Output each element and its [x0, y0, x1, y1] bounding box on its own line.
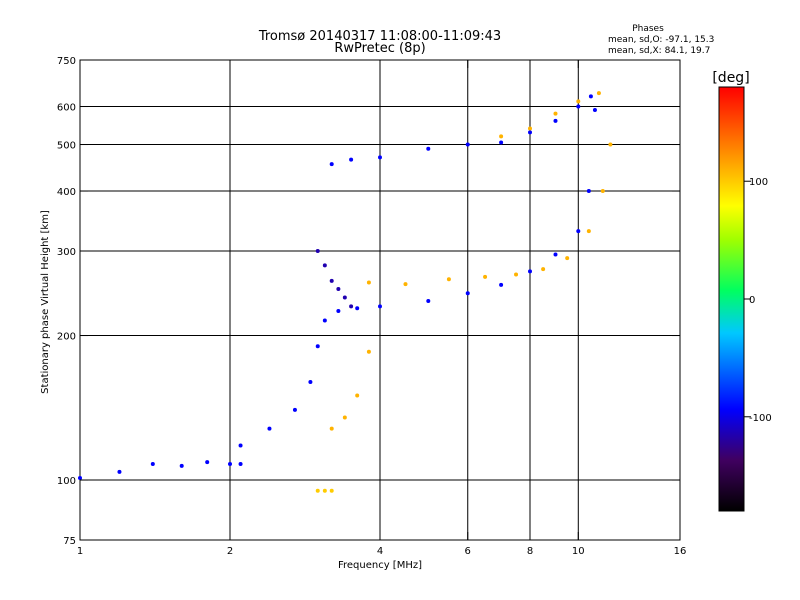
- x-tick-label: 1: [77, 546, 83, 557]
- y-tick-label: 750: [57, 56, 76, 67]
- y-axis-label: Stationary phase Virtual Height [km]: [40, 210, 51, 394]
- data-point: [592, 108, 597, 113]
- colorbar-tick-label: 100: [749, 177, 768, 188]
- x-axis-ticks: 1 2 4 6 8 10 16: [77, 60, 687, 557]
- chart-title: Tromsø 20140317 11:08:00-11:09:43: [258, 29, 501, 44]
- data-point: [355, 393, 360, 398]
- y-tick-label: 75: [63, 536, 76, 547]
- data-point: [329, 278, 334, 283]
- data-point: [179, 463, 184, 468]
- y-axis-ticks: 75 100 200 300 400 500 600 750: [57, 56, 680, 547]
- data-point: [355, 306, 360, 311]
- colorbar-tick-label: 0: [749, 295, 755, 306]
- x-tick-label: 16: [674, 546, 687, 557]
- stats-header: Phases: [632, 24, 664, 34]
- colorbar: [deg] 100 0 -100: [712, 70, 772, 512]
- data-point: [553, 118, 558, 123]
- data-point: [342, 415, 347, 420]
- data-point: [366, 349, 371, 354]
- data-point: [267, 426, 272, 431]
- data-point: [541, 267, 546, 272]
- data-point: [553, 252, 558, 257]
- data-point: [315, 249, 320, 254]
- data-point: [553, 111, 558, 116]
- colorbar-label: [deg]: [712, 70, 749, 86]
- data-point: [499, 134, 504, 139]
- data-point: [238, 461, 243, 466]
- data-point: [514, 272, 519, 277]
- data-point: [378, 155, 382, 160]
- data-point: [349, 304, 354, 309]
- data-point: [403, 282, 408, 287]
- data-point: [150, 461, 155, 466]
- y-tick-label: 600: [57, 103, 76, 114]
- data-point: [322, 318, 327, 323]
- data-point: [426, 299, 431, 304]
- data-point: [576, 229, 581, 234]
- x-tick-label: 4: [377, 546, 383, 557]
- data-point: [596, 91, 601, 96]
- data-point: [322, 488, 327, 493]
- data-point: [329, 426, 334, 431]
- y-tick-label: 500: [57, 141, 76, 152]
- data-point: [336, 287, 341, 292]
- data-point: [600, 189, 605, 194]
- data-point: [499, 282, 504, 287]
- data-point: [608, 142, 613, 147]
- data-point: [465, 142, 470, 147]
- data-point: [228, 461, 232, 466]
- data-point: [329, 162, 334, 167]
- data-point: [465, 291, 470, 296]
- data-point: [117, 469, 122, 474]
- data-point: [315, 488, 320, 493]
- data-point: [528, 126, 532, 131]
- data-point: [349, 157, 354, 162]
- data-point: [366, 280, 371, 285]
- data-point: [342, 295, 347, 300]
- data-point: [308, 380, 313, 385]
- data-point: [588, 94, 593, 99]
- colorbar-gradient: [718, 86, 745, 512]
- data-point: [329, 488, 334, 493]
- data-point: [528, 269, 532, 274]
- chart-subtitle: RwPretec (8p): [334, 41, 425, 56]
- data-point: [315, 344, 320, 349]
- x-tick-label: 2: [227, 546, 233, 557]
- data-point: [378, 304, 382, 309]
- y-tick-label: 100: [57, 476, 76, 487]
- data-point: [586, 189, 591, 194]
- data-points: [78, 91, 613, 493]
- stats-x-mode: mean, sd,X: 84.1, 19.7: [608, 46, 710, 56]
- grid-lines: [80, 60, 680, 540]
- stats-o-mode: mean, sd,O: -97.1, 15.3: [608, 35, 714, 45]
- x-tick-label: 6: [465, 546, 471, 557]
- data-point: [292, 407, 297, 412]
- y-tick-label: 400: [57, 187, 76, 198]
- data-point: [576, 99, 581, 104]
- y-tick-label: 200: [57, 332, 76, 343]
- data-point: [483, 274, 488, 279]
- y-tick-label: 300: [57, 247, 76, 258]
- colorbar-tick-label: -100: [749, 413, 772, 424]
- data-point: [565, 256, 570, 261]
- data-point: [576, 104, 581, 109]
- data-point: [446, 277, 451, 282]
- x-tick-label: 8: [527, 546, 533, 557]
- x-tick-label: 10: [572, 546, 585, 557]
- data-point: [336, 308, 341, 313]
- data-point: [78, 475, 82, 480]
- data-point: [205, 460, 210, 465]
- data-point: [528, 130, 532, 135]
- data-point: [238, 443, 243, 448]
- x-axis-label: Frequency [MHz]: [338, 560, 422, 571]
- data-point: [586, 229, 591, 234]
- data-point: [499, 140, 504, 145]
- data-point: [426, 146, 431, 151]
- data-point: [322, 263, 327, 268]
